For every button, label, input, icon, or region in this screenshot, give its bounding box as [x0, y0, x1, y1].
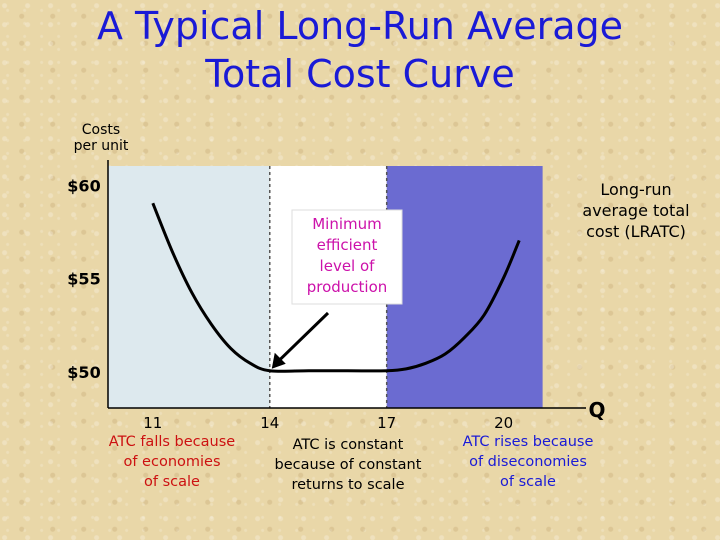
- x-tick-label: 17: [377, 414, 396, 432]
- chart-labels: Long-run average total cost (LRATC) Minimum…: [109, 180, 690, 493]
- slide-title: A Typical Long-Run Average Total Cost Cu…: [0, 2, 720, 98]
- region-band-3: [386, 166, 543, 408]
- curve-label-line-1: Long-run: [600, 180, 671, 199]
- curve-label-line-2: average total: [582, 201, 689, 220]
- y-tick-label: $50: [67, 363, 100, 382]
- mes-box: [291, 209, 403, 305]
- region-label-3-line-1: ATC rises because: [463, 434, 594, 450]
- region-label-2-line-1: ATC is constant: [293, 437, 404, 453]
- mes-box-line-3: level of: [320, 257, 376, 275]
- title-line-1: A Typical Long-Run Average: [96, 4, 623, 48]
- mes-arrow-line: [278, 311, 330, 361]
- mes-arrow-head: [271, 352, 286, 369]
- x-tick-label: 20: [494, 414, 513, 432]
- curve-label-line-3: cost (LRATC): [586, 222, 686, 241]
- mes-box-line-1: Minimum: [312, 215, 382, 233]
- region-label-3-line-2: of diseconomies: [469, 454, 587, 470]
- lratc-curve: [151, 202, 521, 373]
- region-label-2-line-2: because of constant: [275, 457, 422, 473]
- x-tick-label: 11: [143, 414, 162, 432]
- region-label-3-line-3: of scale: [500, 474, 556, 490]
- y-axis-label-line-1: Costs: [82, 122, 120, 138]
- region-label-2-line-3: returns to scale: [291, 477, 404, 493]
- x-tick-label: 14: [260, 414, 279, 432]
- title-line-2: Total Cost Curve: [205, 52, 515, 96]
- y-tick-label: $55: [67, 270, 100, 289]
- mes-box-line-4: production: [307, 278, 388, 296]
- chart-curve: [151, 202, 521, 373]
- y-axis-label-line-2: per unit: [74, 138, 129, 154]
- region-label-1-line-1: ATC falls because: [109, 434, 235, 450]
- mes-box-line-2: efficient: [317, 236, 378, 254]
- region-label-1-line-2: of economies: [123, 454, 220, 470]
- region-label-1-line-3: of scale: [144, 474, 200, 490]
- y-tick-label: $60: [67, 177, 100, 196]
- x-axis-label: Q: [588, 398, 605, 422]
